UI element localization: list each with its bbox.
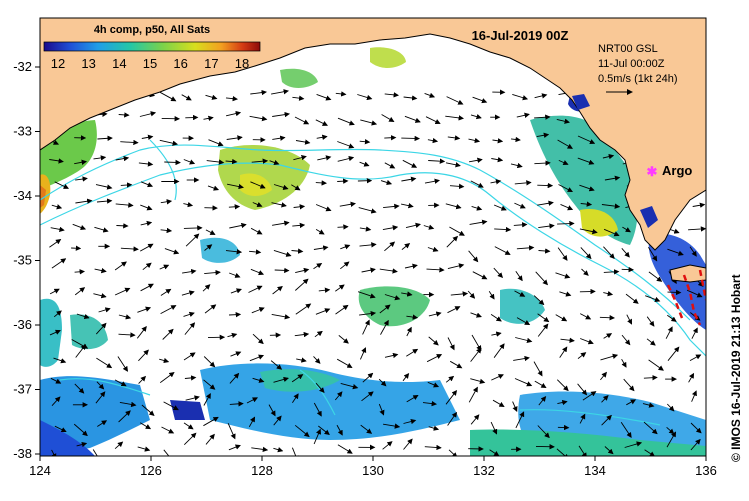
current-vector <box>275 270 289 271</box>
current-vector <box>600 317 614 318</box>
map-title: 16-Jul-2019 00Z <box>472 28 569 43</box>
current-vector <box>229 314 240 315</box>
colorbar-tick-label: 14 <box>112 56 126 71</box>
argo-label: Argo <box>662 163 692 178</box>
x-tick-label: 126 <box>140 463 162 478</box>
sst-patch-south-dark <box>170 400 205 420</box>
legend-title: 4h comp, p50, All Sats <box>94 24 210 36</box>
colorbar <box>44 42 260 51</box>
colorbar-tick-label: 18 <box>235 56 249 71</box>
x-tick-label: 132 <box>473 463 495 478</box>
y-tick-label: -38 <box>13 446 32 461</box>
current-vector <box>384 138 395 139</box>
colorbar-tick-label: 15 <box>143 56 157 71</box>
x-tick-label: 128 <box>251 463 273 478</box>
y-tick-label: -33 <box>13 124 32 139</box>
current-vector <box>316 183 326 184</box>
reference-line-3: 0.5m/s (1kt 24h) <box>598 73 677 85</box>
x-tick-label: 130 <box>362 463 384 478</box>
current-vector <box>401 138 419 139</box>
current-vector <box>338 227 348 228</box>
current-vector <box>116 226 127 227</box>
colorbar-tick-label: 17 <box>204 56 218 71</box>
y-tick-label: -36 <box>13 317 32 332</box>
credit-text: © IMOS 16-Jul-2019 21:13 Hobart <box>729 274 743 462</box>
y-axis: -32 -33 -34 -35 -36 -37 -38 <box>13 59 40 461</box>
colorbar-tick-label: 12 <box>51 56 65 71</box>
argo-marker-group: ✱ Argo <box>647 163 693 179</box>
colorbar-tick-label: 13 <box>81 56 95 71</box>
current-vector <box>164 162 180 163</box>
reference-line-1: NRT00 GSL <box>598 43 658 55</box>
current-vector <box>668 292 681 293</box>
argo-marker-icon: ✱ <box>647 164 658 179</box>
x-tick-label: 124 <box>29 463 51 478</box>
current-vector <box>622 269 633 270</box>
x-tick-label: 136 <box>695 463 717 478</box>
y-tick-label: -37 <box>13 382 32 397</box>
x-axis: 124 126 128 130 132 134 136 <box>29 456 717 478</box>
colorbar-tick-label: 16 <box>173 56 187 71</box>
y-tick-label: -32 <box>13 59 32 74</box>
x-tick-label: 134 <box>584 463 606 478</box>
reference-line-2: 11-Jul 00:00Z <box>598 58 665 70</box>
current-vector <box>337 181 347 182</box>
current-vector <box>184 228 202 229</box>
y-tick-label: -35 <box>13 253 32 268</box>
y-tick-label: -34 <box>13 188 32 203</box>
current-vector <box>537 185 552 186</box>
